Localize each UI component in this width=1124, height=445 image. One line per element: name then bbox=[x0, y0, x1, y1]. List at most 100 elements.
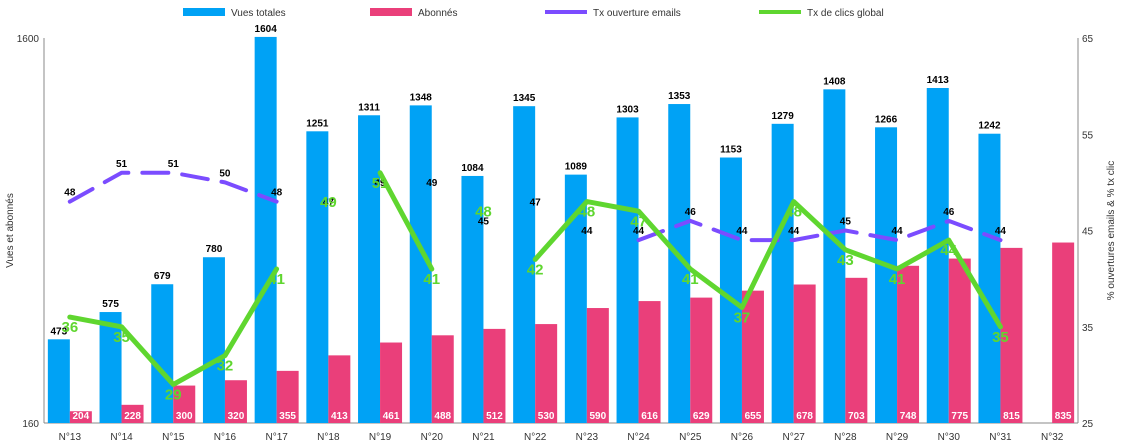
bar-vues-totales bbox=[875, 127, 898, 423]
bar-vues-totales bbox=[99, 312, 122, 423]
x-tick-label: N°32 bbox=[1041, 432, 1064, 443]
bar-abonnes bbox=[690, 297, 713, 423]
bar-abonnes bbox=[1052, 242, 1075, 423]
bar-vues-totales bbox=[668, 104, 691, 423]
data-label-tx-clics: 48 bbox=[785, 204, 802, 221]
bar-vues-totales bbox=[306, 131, 329, 423]
data-label-tx-ouverture: 49 bbox=[426, 178, 438, 189]
data-label-tx-ouverture: 46 bbox=[685, 207, 697, 218]
x-tick-label: N°13 bbox=[59, 432, 82, 443]
legend-label: Tx ouverture emails bbox=[593, 8, 681, 19]
x-tick-label: N°20 bbox=[421, 432, 444, 443]
data-label-tx-ouverture: 44 bbox=[891, 226, 903, 237]
bar-label-abonnes: 590 bbox=[590, 411, 607, 422]
x-tick-label: N°27 bbox=[782, 432, 805, 443]
bar-label-abonnes: 204 bbox=[73, 411, 90, 422]
data-label-tx-clics: 42 bbox=[527, 261, 544, 278]
bar-abonnes bbox=[535, 324, 558, 423]
bar-vues-totales bbox=[47, 339, 70, 423]
bar-vues-totales bbox=[978, 133, 1001, 423]
x-tick-label: N°17 bbox=[265, 432, 288, 443]
bar-label-abonnes: 616 bbox=[641, 411, 658, 422]
x-tick-label: N°18 bbox=[317, 432, 340, 443]
y2-tick-label: 25 bbox=[1082, 419, 1094, 430]
bar-vues-totales bbox=[564, 174, 587, 423]
legend-label: Abonnés bbox=[418, 8, 457, 19]
data-label-tx-clics: 29 bbox=[165, 387, 182, 404]
bar-abonnes bbox=[276, 370, 299, 423]
bar-label-vues-totales: 1408 bbox=[823, 76, 846, 87]
bar-label-vues-totales: 1311 bbox=[358, 102, 380, 113]
bar-label-vues-totales: 473 bbox=[51, 326, 68, 337]
bar-label-abonnes: 655 bbox=[745, 411, 762, 422]
bar-vues-totales bbox=[926, 87, 949, 424]
data-label-tx-ouverture: 47 bbox=[530, 197, 542, 208]
data-label-tx-ouverture: 48 bbox=[64, 188, 76, 199]
bar-abonnes bbox=[586, 308, 609, 423]
data-label-tx-clics: 41 bbox=[268, 271, 285, 288]
legend-label: Tx de clics global bbox=[807, 8, 884, 19]
x-tick-label: N°22 bbox=[524, 432, 547, 443]
bar-label-vues-totales: 1266 bbox=[875, 114, 898, 125]
x-tick-label: N°24 bbox=[627, 432, 650, 443]
data-label-tx-clics: 51 bbox=[372, 175, 389, 192]
bar-label-vues-totales: 1153 bbox=[720, 145, 742, 156]
bar-abonnes bbox=[1000, 247, 1023, 423]
line-tx-ouverture-emails bbox=[636, 218, 1003, 243]
x-tick-label: N°25 bbox=[679, 432, 702, 443]
x-tick-label: N°21 bbox=[472, 432, 495, 443]
legend-swatch bbox=[370, 8, 412, 16]
bar-label-abonnes: 512 bbox=[486, 411, 503, 422]
data-label-tx-clics: 48 bbox=[579, 204, 596, 221]
bar-vues-totales bbox=[202, 257, 225, 423]
bar-label-abonnes: 300 bbox=[176, 411, 193, 422]
data-label-tx-clics: 49 bbox=[320, 194, 337, 211]
bar-vues-totales bbox=[358, 115, 381, 423]
bar-vues-totales bbox=[461, 175, 484, 423]
line-tx-de-clics-global bbox=[67, 266, 280, 387]
bar-label-vues-totales: 1242 bbox=[978, 121, 1001, 132]
bar-abonnes bbox=[224, 380, 247, 423]
legend-label: Vues totales bbox=[231, 8, 286, 19]
data-labels: 4732045752286793007803201604355125141313… bbox=[51, 24, 1072, 422]
bar-label-vues-totales: 1251 bbox=[306, 118, 329, 129]
bar-abonnes bbox=[328, 355, 351, 423]
lines bbox=[67, 170, 1003, 387]
bar-label-vues-totales: 1348 bbox=[410, 92, 433, 103]
bar-abonnes bbox=[483, 328, 506, 423]
bar-label-vues-totales: 1303 bbox=[616, 104, 639, 115]
data-label-tx-clics: 35 bbox=[113, 329, 130, 346]
legend: Vues totales Abonnés Tx ouverture emails Tx… bbox=[183, 8, 884, 19]
x-tick-label: N°29 bbox=[886, 432, 909, 443]
bar-label-abonnes: 530 bbox=[538, 411, 555, 422]
bar-label-vues-totales: 679 bbox=[154, 271, 171, 282]
bar-label-vues-totales: 780 bbox=[206, 244, 223, 255]
bar-vues-totales bbox=[719, 157, 742, 423]
line-tx-de-clics-global bbox=[377, 170, 435, 272]
bar-abonnes bbox=[845, 277, 868, 423]
bar-label-vues-totales: 1345 bbox=[513, 93, 536, 104]
x-tick-label: N°15 bbox=[162, 432, 185, 443]
data-label-tx-ouverture: 44 bbox=[581, 226, 593, 237]
bar-vues-totales bbox=[513, 106, 536, 423]
bar-label-abonnes: 748 bbox=[900, 411, 917, 422]
x-tick-label: N°23 bbox=[576, 432, 599, 443]
data-label-tx-ouverture: 47 bbox=[323, 197, 335, 208]
bar-vues-totales bbox=[151, 284, 174, 423]
bar-label-vues-totales: 1089 bbox=[565, 162, 588, 173]
bar-abonnes bbox=[121, 404, 144, 423]
bar-vues-totales bbox=[616, 117, 639, 423]
bar-vues-totales bbox=[823, 89, 846, 423]
data-label-tx-ouverture: 46 bbox=[943, 207, 955, 218]
bar-label-abonnes: 320 bbox=[228, 411, 245, 422]
bar-label-abonnes: 703 bbox=[848, 411, 865, 422]
bar-label-abonnes: 488 bbox=[434, 411, 451, 422]
bar-vues-totales bbox=[254, 36, 277, 424]
data-label-tx-clics: 48 bbox=[475, 204, 492, 221]
bar-label-vues-totales: 1604 bbox=[255, 24, 278, 35]
data-label-tx-clics: 47 bbox=[630, 213, 647, 230]
bar-abonnes bbox=[793, 284, 816, 423]
x-tick-label: N°28 bbox=[834, 432, 857, 443]
y-tick-label: 160 bbox=[22, 419, 39, 430]
